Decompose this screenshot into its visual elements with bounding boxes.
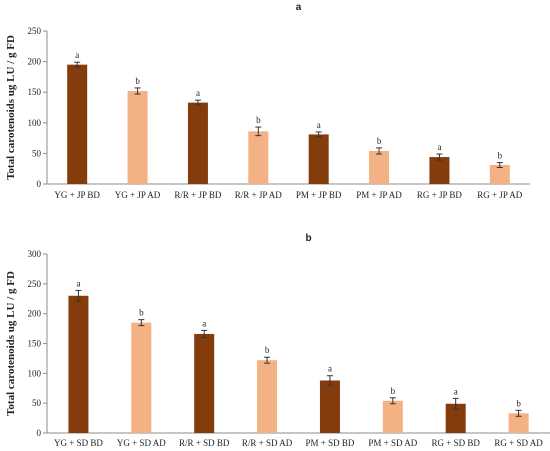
significance-letter: a	[317, 120, 321, 130]
x-tick-label: PM + SD BD	[306, 438, 355, 448]
y-tick-label: 150	[28, 339, 42, 349]
significance-letter: a	[202, 318, 206, 328]
x-tick-label: RG + SD BD	[432, 438, 481, 448]
y-axis-label: Total carotenoids ug LU / g FD	[5, 271, 17, 416]
significance-letter: a	[76, 278, 80, 288]
significance-letter: b	[139, 308, 144, 318]
bar	[257, 360, 278, 433]
bar	[67, 64, 88, 184]
significance-letter: b	[391, 386, 396, 396]
y-tick-label: 250	[28, 279, 42, 289]
x-tick-label: PM + JP AD	[356, 190, 402, 200]
x-tick-label: YG + JP BD	[54, 190, 100, 200]
x-tick-label: R/R + SD AD	[242, 438, 293, 448]
bar	[508, 413, 529, 433]
bar	[194, 333, 215, 433]
y-tick-label: 300	[28, 249, 42, 259]
x-tick-label: PM + SD AD	[368, 438, 417, 448]
significance-letter: b	[498, 151, 503, 161]
bar	[131, 322, 152, 433]
x-tick-label: RG + JP BD	[417, 190, 463, 200]
y-tick-label: 200	[28, 309, 42, 319]
y-tick-label: 50	[32, 398, 42, 408]
bar	[68, 295, 89, 433]
significance-letter: b	[516, 398, 521, 408]
y-tick-label: 0	[37, 179, 42, 189]
y-tick-label: 200	[28, 57, 42, 67]
bar	[319, 380, 340, 433]
bar	[382, 400, 403, 433]
chart-title: a	[296, 2, 302, 13]
bar	[127, 90, 148, 184]
x-tick-label: YG + SD AD	[117, 438, 166, 448]
y-tick-label: 100	[28, 118, 42, 128]
chart-title: b	[305, 233, 311, 244]
y-tick-label: 50	[32, 148, 42, 158]
chart-panel-b: b Total carotenoids ug LU / g FD 0 50 100 150…	[5, 233, 550, 448]
x-tick-label: YG + JP AD	[115, 190, 161, 200]
bar	[489, 165, 510, 184]
bar	[445, 403, 466, 433]
bar	[308, 134, 329, 184]
x-tick-label: RG + JP AD	[477, 190, 523, 200]
x-tick-label: R/R + SD BD	[179, 438, 230, 448]
y-tick-label: 250	[28, 26, 42, 36]
x-tick-label: R/R + JP BD	[174, 190, 222, 200]
x-tick-label: R/R + JP AD	[235, 190, 283, 200]
y-tick-label: 0	[37, 428, 42, 438]
significance-letter: b	[265, 345, 270, 355]
significance-letter: a	[75, 50, 79, 60]
significance-letter: a	[196, 88, 200, 98]
y-axis-label: Total carotenoids ug LU / g FD	[5, 35, 17, 180]
significance-letter: a	[328, 364, 332, 374]
bar	[369, 150, 390, 184]
y-tick-label: 150	[28, 87, 42, 97]
chart-panel-a: a Total carotenoids ug LU / g FD 0 50 100 150…	[5, 2, 530, 200]
significance-letter: a	[437, 142, 441, 152]
significance-letter: b	[256, 115, 261, 125]
y-tick-label: 100	[28, 368, 42, 378]
x-tick-label: YG + SD BD	[54, 438, 103, 448]
significance-letter: b	[377, 136, 382, 146]
bar	[187, 102, 208, 184]
bar	[429, 157, 450, 184]
bar	[248, 131, 269, 184]
significance-letter: a	[454, 386, 458, 396]
x-tick-label: PM + JP BD	[296, 190, 342, 200]
significance-letter: b	[135, 76, 140, 86]
x-tick-label: RG + SD AD	[494, 438, 543, 448]
